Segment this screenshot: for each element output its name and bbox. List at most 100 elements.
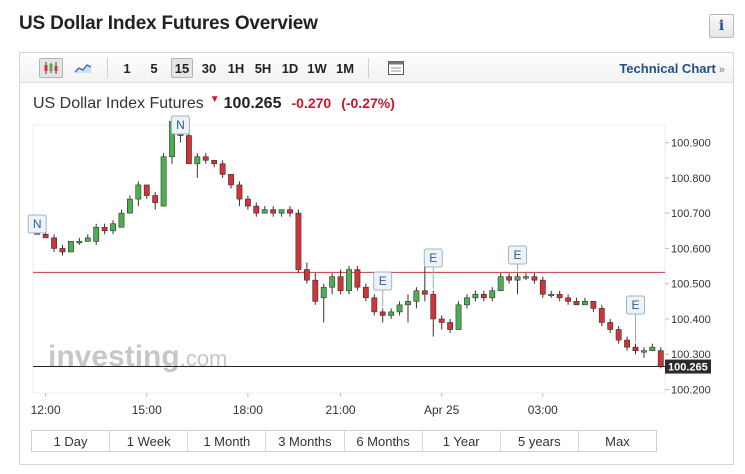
- range-1-day[interactable]: 1 Day: [32, 431, 111, 451]
- candle-body: [362, 286, 369, 299]
- interval-5[interactable]: 5: [150, 60, 158, 76]
- event-marker-label: E: [379, 274, 387, 288]
- candle-body: [582, 301, 588, 306]
- candle-body: [236, 184, 243, 200]
- candle-body: [430, 293, 437, 320]
- info-icon: i: [718, 18, 725, 34]
- technical-chart-link[interactable]: Technical Chart»: [619, 61, 725, 76]
- technical-chart-label: Technical Chart: [619, 61, 716, 76]
- x-tick-label: 12:00: [31, 403, 61, 417]
- candle-body: [202, 156, 209, 161]
- last-price: 100.265: [223, 95, 282, 112]
- chart-toolbar: 1 5 15 30 1H 5H 1D 1W 1M Technical Chart…: [20, 53, 733, 83]
- candle-body: [371, 297, 378, 313]
- candle-body: [329, 276, 336, 288]
- range-6-months[interactable]: 6 Months: [345, 431, 423, 451]
- candle-body: [68, 241, 74, 253]
- y-tick-label: 100.600: [671, 243, 711, 255]
- candle-body: [523, 276, 529, 279]
- candle-body: [531, 276, 538, 281]
- candle-body: [51, 237, 57, 249]
- candle-body: [59, 248, 66, 253]
- chart-settings-button[interactable]: [384, 58, 408, 78]
- candle-body: [396, 304, 403, 313]
- x-tick-label: 21:00: [326, 403, 356, 417]
- investing-watermark: investing.com: [48, 340, 227, 373]
- candle-body: [472, 293, 479, 299]
- candle-body: [211, 159, 218, 165]
- interval-1h[interactable]: 1H: [227, 60, 245, 76]
- range-1-month[interactable]: 1 Month: [188, 431, 267, 451]
- interval-5h[interactable]: 5H: [254, 60, 272, 76]
- candle-body: [76, 241, 83, 244]
- area-chart-button[interactable]: [71, 58, 95, 78]
- candle-body: [295, 212, 302, 270]
- y-tick-label: 100.200: [671, 384, 711, 396]
- interval-15[interactable]: 15: [171, 58, 193, 78]
- down-triangle-icon: ▼: [209, 94, 220, 105]
- candle-body: [270, 209, 277, 214]
- candle-body: [320, 286, 327, 299]
- toolbar-separator: [107, 58, 108, 78]
- interval-1m[interactable]: 1M: [335, 60, 355, 76]
- candle-body: [388, 311, 395, 316]
- instrument-name: US Dollar Index Futures: [33, 95, 204, 112]
- candlestick-icon: [44, 62, 58, 74]
- candle-body: [489, 290, 496, 299]
- range-max[interactable]: Max: [605, 433, 630, 449]
- interval-1w[interactable]: 1W: [307, 60, 327, 76]
- range-5-years[interactable]: 5 years: [501, 431, 579, 451]
- chart-grid: [32, 124, 666, 394]
- candle-body: [565, 297, 572, 302]
- info-button[interactable]: i: [709, 14, 734, 38]
- candle-body: [219, 163, 226, 175]
- candle-body: [624, 339, 630, 348]
- candle-body: [539, 279, 546, 295]
- event-marker-label: E: [631, 298, 639, 312]
- plot-border: [32, 124, 666, 394]
- candle-body: [438, 318, 445, 323]
- candle-body: [303, 269, 310, 281]
- x-tick-label: 15:00: [132, 403, 162, 417]
- candle-body: [455, 304, 462, 330]
- candle-body: [548, 293, 555, 297]
- candle-body: [228, 174, 234, 186]
- candle-body: [632, 346, 639, 351]
- range-1-year[interactable]: 1 Year: [423, 431, 501, 451]
- event-marker-label: E: [429, 251, 437, 265]
- range-3-months[interactable]: 3 Months: [266, 431, 345, 451]
- candle-body: [354, 269, 361, 288]
- candle-body: [346, 269, 352, 292]
- candle-body: [244, 198, 251, 207]
- candle-body: [497, 276, 504, 292]
- candle-body: [556, 293, 563, 299]
- x-tick-label: 03:00: [528, 403, 558, 417]
- event-marker-label: E: [514, 248, 522, 262]
- toolbar-separator: [368, 58, 369, 78]
- candle-body: [405, 301, 411, 306]
- interval-1[interactable]: 1: [123, 60, 131, 76]
- double-chevron-right-icon: »: [718, 64, 725, 76]
- candle-body: [607, 322, 614, 330]
- candle-body: [641, 350, 647, 353]
- current-price-label: 100.265: [668, 362, 708, 374]
- candlestick-chart-button[interactable]: [39, 58, 63, 78]
- x-tick-label: 18:00: [233, 403, 263, 417]
- candle-body: [590, 301, 597, 309]
- quote-header: US Dollar Index Futures ▼ 100.265 -0.270 (-0…: [33, 94, 395, 113]
- event-marker-box: [423, 248, 443, 268]
- candle-body: [421, 290, 428, 295]
- interval-30[interactable]: 30: [201, 60, 217, 76]
- candle-body: [278, 209, 285, 214]
- candle-body: [101, 226, 108, 232]
- interval-1d[interactable]: 1D: [281, 60, 299, 76]
- candle-body: [379, 311, 386, 316]
- candle-body: [93, 226, 100, 242]
- price-chart[interactable]: investing.com N N E E E E 100.900 100.800 100.7…: [20, 53, 733, 423]
- y-tick-label: 100.500: [671, 279, 711, 291]
- candle-body: [598, 308, 605, 323]
- range-1-week[interactable]: 1 Week: [110, 431, 189, 451]
- candle-body: [126, 198, 133, 214]
- candle-body: [657, 350, 664, 367]
- candle-body: [160, 156, 167, 207]
